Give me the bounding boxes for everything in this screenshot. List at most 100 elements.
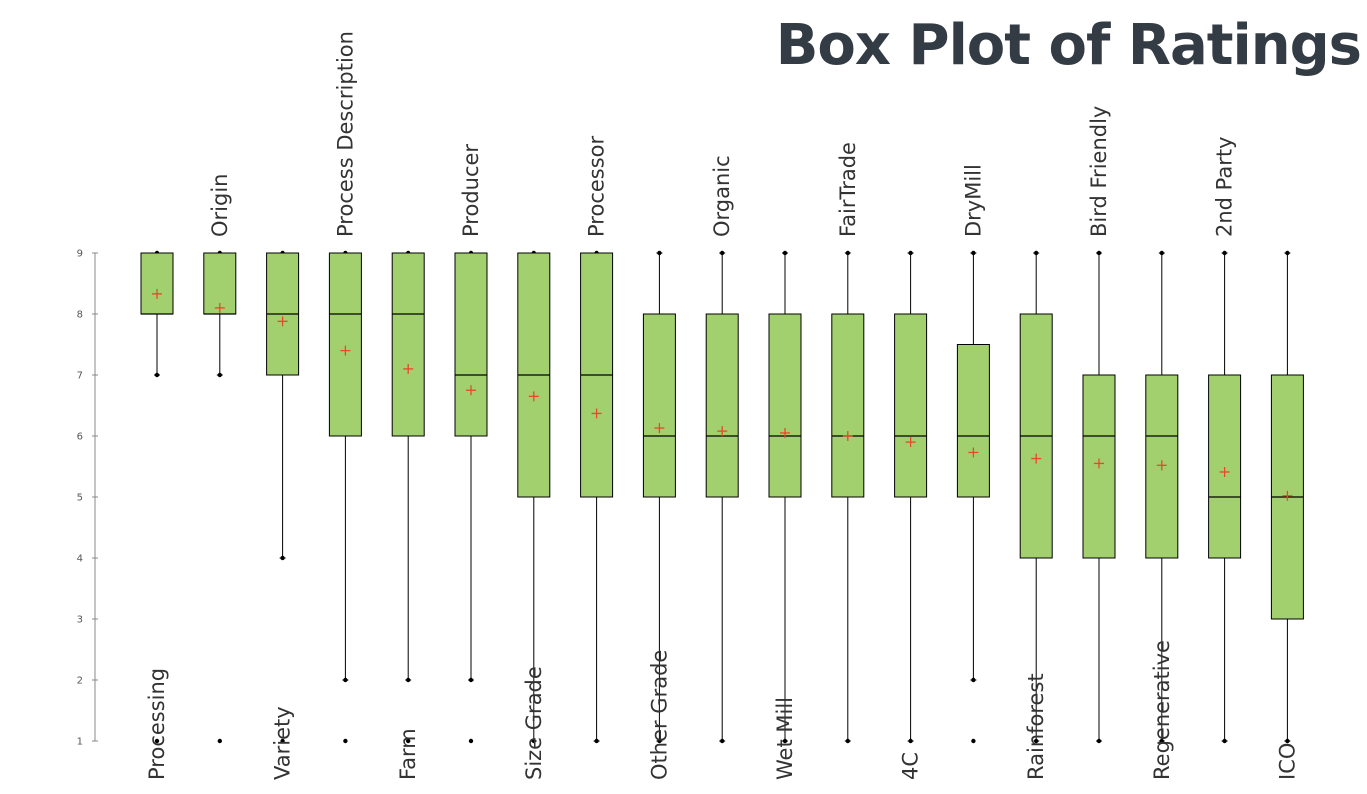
min-marker: [343, 677, 348, 683]
box-3: [266, 250, 300, 744]
min-marker: [594, 738, 599, 744]
category-label: Process Description: [333, 31, 357, 237]
category-labels: Processing Origin Variety Process Descripti…: [145, 31, 1299, 780]
max-marker: [782, 250, 788, 256]
min-marker: [1285, 738, 1290, 744]
y-tick-label: 7: [77, 371, 83, 382]
category-label: Processing: [145, 668, 169, 780]
max-marker: [657, 250, 662, 256]
min-marker: [908, 738, 913, 744]
box-8: [580, 250, 614, 744]
min-marker: [217, 372, 222, 378]
category-label: ICO: [1275, 743, 1299, 780]
min-marker: [845, 738, 850, 744]
y-tick-label: 3: [77, 615, 83, 626]
max-marker: [1159, 250, 1165, 256]
category-label: Producer: [459, 144, 483, 237]
category-label: FairTrade: [836, 142, 860, 237]
iqr-box: [831, 313, 865, 498]
max-marker: [1034, 250, 1039, 256]
box-15: [1019, 250, 1053, 744]
category-label: DryMill: [961, 164, 985, 237]
iqr-box: [140, 252, 174, 315]
y-axis: 1 2 3 4 5 6 7 8 9: [77, 249, 98, 748]
min-marker: [280, 555, 285, 561]
min-marker: [782, 738, 788, 744]
min-marker: [468, 677, 474, 683]
box-10: [705, 250, 739, 744]
iqr-box: [894, 313, 928, 498]
min-marker: [720, 738, 725, 744]
y-tick-label: 9: [77, 249, 83, 260]
outlier-point: [217, 738, 222, 744]
min-marker: [657, 738, 662, 744]
category-label: 4C: [899, 752, 923, 780]
box-19: [1270, 250, 1304, 744]
category-label: Other Grade: [647, 650, 671, 780]
category-label: Farm: [396, 728, 420, 780]
outlier-point: [406, 738, 411, 744]
outlier-point: [280, 738, 285, 744]
box-16: [1082, 250, 1116, 744]
box-9: [642, 250, 676, 744]
iqr-box: [1145, 374, 1179, 559]
max-marker: [1096, 250, 1102, 256]
category-label: Organic: [710, 155, 734, 237]
max-marker: [1285, 250, 1290, 256]
iqr-box: [956, 344, 990, 498]
box-1: [140, 250, 174, 744]
box-12: [831, 250, 865, 744]
category-label: Wet Mill: [773, 697, 797, 780]
category-label: Regenerative: [1150, 640, 1174, 780]
category-label: Processor: [585, 135, 609, 237]
max-marker: [1222, 250, 1227, 256]
box-5: [391, 250, 425, 744]
min-marker: [154, 372, 160, 378]
boxes-layer: [140, 250, 1304, 744]
max-marker: [720, 250, 725, 256]
box-14: [956, 250, 990, 744]
y-tick-label: 8: [77, 310, 83, 321]
max-marker: [845, 250, 850, 256]
y-tick-label: 2: [77, 676, 83, 687]
min-marker: [531, 738, 536, 744]
iqr-box: [642, 313, 676, 498]
y-tick-label: 4: [77, 554, 83, 565]
iqr-box: [705, 313, 739, 498]
min-marker: [1034, 738, 1039, 744]
box-7: [517, 250, 551, 744]
box-17: [1145, 250, 1179, 744]
box-2: [203, 250, 237, 744]
iqr-box: [328, 252, 362, 437]
min-marker: [1222, 738, 1227, 744]
min-marker: [971, 677, 976, 683]
max-marker: [971, 250, 976, 256]
min-marker: [1159, 738, 1165, 744]
category-label: Size Grade: [522, 666, 546, 780]
box-11: [768, 250, 802, 744]
iqr-box: [768, 313, 802, 498]
min-marker: [406, 677, 411, 683]
iqr-box: [391, 252, 425, 437]
category-label: 2nd Party: [1213, 136, 1237, 237]
box-18: [1208, 250, 1242, 744]
y-tick-label: 5: [77, 493, 83, 504]
chart-title: Box Plot of Ratings: [775, 13, 1362, 78]
outlier-point: [468, 738, 474, 744]
category-label: Variety: [271, 706, 295, 780]
box-4: [328, 250, 362, 744]
y-tick-label: 6: [77, 432, 83, 443]
max-marker: [908, 250, 913, 256]
box-13: [894, 250, 928, 744]
category-label: Bird Friendly: [1087, 106, 1111, 237]
y-tick-label: 1: [77, 737, 83, 748]
box-6: [454, 250, 488, 744]
min-marker: [1096, 738, 1102, 744]
category-label: Rainforest: [1024, 673, 1048, 780]
iqr-box: [1208, 374, 1242, 559]
outlier-point: [343, 738, 348, 744]
outlier-point: [971, 738, 976, 744]
iqr-box: [454, 252, 488, 437]
category-label: Origin: [208, 174, 232, 237]
